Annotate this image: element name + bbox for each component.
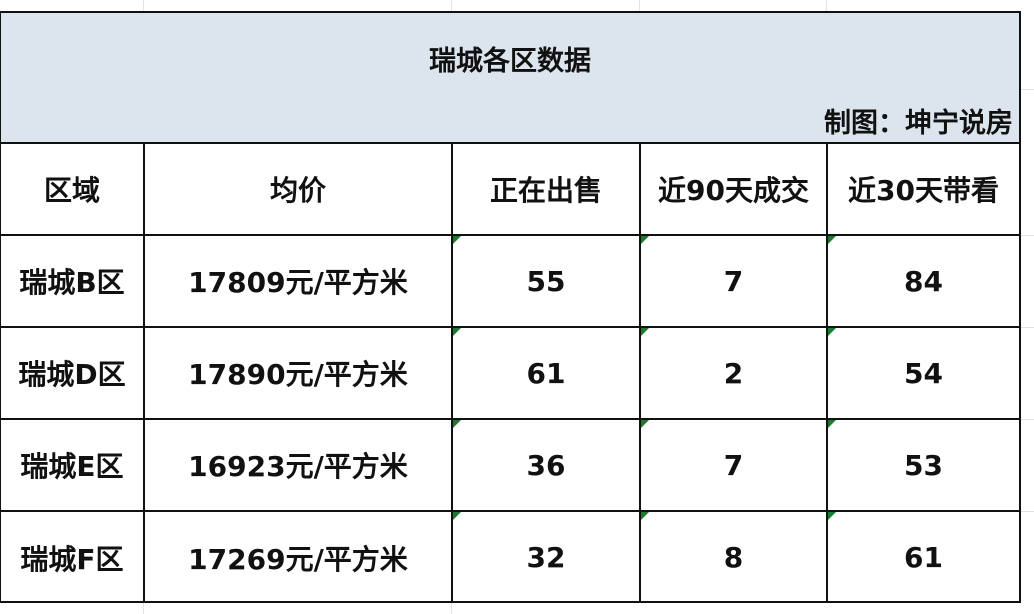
header-cell-avg-price[interactable]: 均价 <box>145 144 453 236</box>
cell-text: 7 <box>723 264 744 298</box>
header-cell-region[interactable]: 区域 <box>1 144 145 236</box>
cell-text: 55 <box>526 264 566 298</box>
cell-text: 17269元/平方米 <box>188 542 408 576</box>
cell-text: 7 <box>723 448 744 482</box>
cell-text: 2 <box>723 356 744 390</box>
cell-viewings-30d[interactable]: 61 <box>828 512 1019 603</box>
gridline <box>1021 327 1034 328</box>
gridline <box>451 603 452 614</box>
cell-region[interactable]: 瑞城F区 <box>1 512 145 603</box>
cell-text: 17890元/平方米 <box>188 358 408 391</box>
number-as-text-indicator-icon <box>453 328 461 336</box>
number-as-text-indicator-icon <box>641 512 649 520</box>
gridline <box>143 603 144 614</box>
cell-text: 36 <box>526 448 566 482</box>
cell-text: 均价 <box>269 174 326 207</box>
gridline <box>1021 419 1034 420</box>
title-banner[interactable]: 瑞城各区数据 制图：坤宁说房 <box>1 13 1019 144</box>
number-as-text-indicator-icon <box>828 420 836 428</box>
gridline <box>639 0 640 11</box>
cell-text: 61 <box>904 541 943 574</box>
gridline <box>143 0 144 11</box>
number-as-text-indicator-icon <box>453 420 461 428</box>
cell-on-sale[interactable]: 36 <box>453 420 641 512</box>
number-as-text-indicator-icon <box>828 512 836 520</box>
cell-deals-90d[interactable]: 7 <box>641 420 828 512</box>
cell-text: 近30天带看 <box>848 174 999 207</box>
header-cell-deals-90d[interactable]: 近90天成交 <box>641 144 828 236</box>
cell-avg-price[interactable]: 16923元/平方米 <box>145 420 453 512</box>
cell-viewings-30d[interactable]: 53 <box>828 420 1019 512</box>
number-as-text-indicator-icon <box>828 328 836 336</box>
cell-text: 17809元/平方米 <box>188 266 408 299</box>
data-table: 瑞城各区数据 制图：坤宁说房 区域 均价 正在出售 近90天成交 近30天带看瑞城B区 1… <box>0 11 1021 603</box>
gridline <box>826 0 827 11</box>
cell-text: 正在出售 <box>489 174 602 207</box>
number-as-text-indicator-icon <box>453 512 461 520</box>
number-as-text-indicator-icon <box>828 236 836 244</box>
cell-text: 瑞城D区 <box>18 358 126 391</box>
cell-viewings-30d[interactable]: 54 <box>828 328 1019 420</box>
cell-text: 54 <box>904 356 943 390</box>
cell-deals-90d[interactable]: 2 <box>641 328 828 420</box>
cell-on-sale[interactable]: 61 <box>453 328 641 420</box>
cell-region[interactable]: 瑞城D区 <box>1 328 145 420</box>
cell-avg-price[interactable]: 17809元/平方米 <box>145 236 453 328</box>
cell-text: 16923元/平方米 <box>188 450 408 483</box>
gridline <box>1021 511 1034 512</box>
number-as-text-indicator-icon <box>453 236 461 244</box>
cell-region[interactable]: 瑞城E区 <box>1 420 145 512</box>
number-as-text-indicator-icon <box>641 236 649 244</box>
cell-text: 近90天成交 <box>658 174 809 207</box>
number-as-text-indicator-icon <box>641 328 649 336</box>
gridline <box>1021 89 1034 90</box>
cell-text: 瑞城F区 <box>20 542 124 576</box>
header-cell-viewings-30d[interactable]: 近30天带看 <box>828 144 1019 236</box>
cell-text: 84 <box>904 264 943 298</box>
number-as-text-indicator-icon <box>641 420 649 428</box>
gridline <box>1021 235 1034 236</box>
gridline <box>451 0 452 11</box>
cell-region[interactable]: 瑞城B区 <box>1 236 145 328</box>
cell-avg-price[interactable]: 17890元/平方米 <box>145 328 453 420</box>
credit-label: 制图：坤宁说房 <box>824 108 1013 139</box>
cell-deals-90d[interactable]: 7 <box>641 236 828 328</box>
cell-text: 61 <box>526 356 566 390</box>
cell-on-sale[interactable]: 32 <box>453 512 641 603</box>
cell-avg-price[interactable]: 17269元/平方米 <box>145 512 453 603</box>
cell-text: 8 <box>723 541 744 574</box>
cell-text: 53 <box>904 448 943 482</box>
cell-on-sale[interactable]: 55 <box>453 236 641 328</box>
cell-deals-90d[interactable]: 8 <box>641 512 828 603</box>
table-title: 瑞城各区数据 <box>429 46 591 77</box>
header-cell-on-sale[interactable]: 正在出售 <box>453 144 641 236</box>
cell-viewings-30d[interactable]: 84 <box>828 236 1019 328</box>
cell-text: 瑞城E区 <box>20 450 124 483</box>
cell-text: 瑞城B区 <box>19 266 125 299</box>
cell-text: 32 <box>526 541 566 574</box>
cell-text: 区域 <box>43 174 100 207</box>
